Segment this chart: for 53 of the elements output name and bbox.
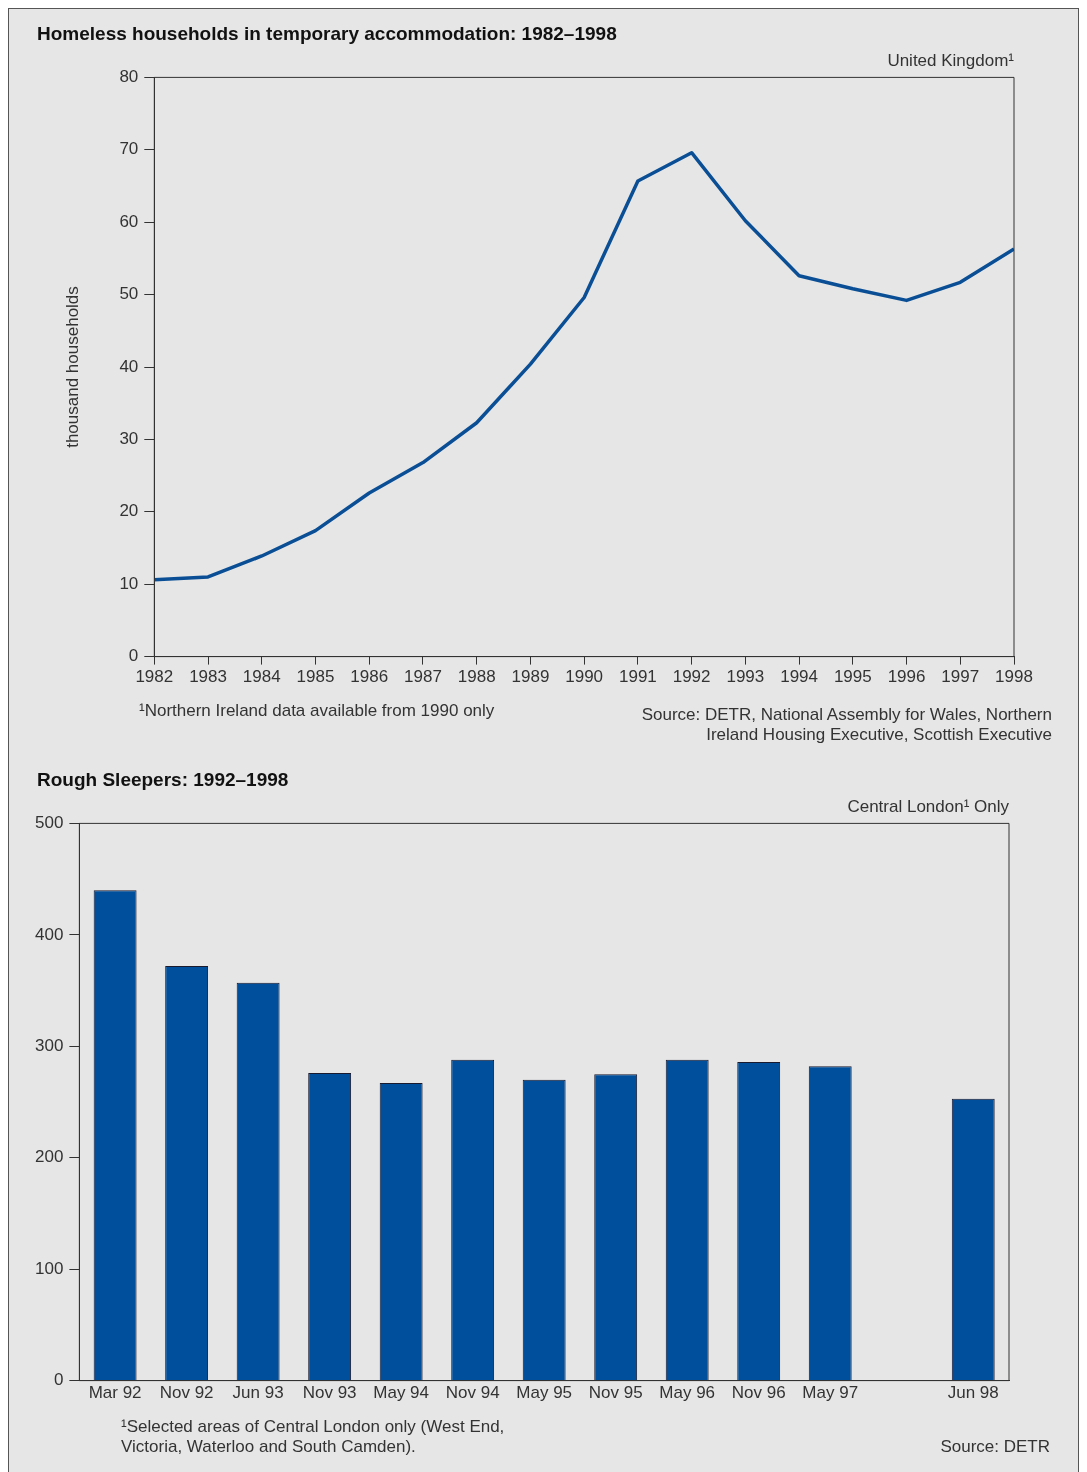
y-tick-label: 40 xyxy=(119,356,139,376)
chart-title: Homeless households in temporary accommodation: 1982–1998 xyxy=(36,22,618,46)
x-tick-label: Nov 95 xyxy=(588,1383,643,1403)
source-note: Source: DETR xyxy=(940,1437,1050,1457)
x-tick-label: 1992 xyxy=(672,667,711,687)
x-tick-label: 1991 xyxy=(618,667,657,687)
x-tick-label: Jun 93 xyxy=(232,1383,284,1403)
x-tick-label: 1996 xyxy=(887,667,926,687)
x-tick-label: 1995 xyxy=(833,667,872,687)
y-tick-label: 200 xyxy=(34,1147,64,1167)
x-tick-label: May 96 xyxy=(659,1383,716,1403)
x-tick-label: Jun 98 xyxy=(947,1383,999,1403)
y-tick-label: 400 xyxy=(34,924,64,944)
text: ¹Northern Ireland data available from 1990 only xyxy=(139,701,495,721)
x-tick-label: May 97 xyxy=(802,1383,859,1403)
x-tick-label: 1982 xyxy=(135,667,174,687)
chart-subtitle: Central London¹ Only xyxy=(847,796,1010,816)
x-tick-label: 1986 xyxy=(350,667,389,687)
y-axis-title: thousand households xyxy=(62,286,82,448)
x-tick-label: May 95 xyxy=(516,1383,573,1403)
x-tick-label: 1998 xyxy=(995,667,1033,687)
y-tick-label: 20 xyxy=(119,501,139,521)
x-tick-label: Nov 92 xyxy=(159,1383,214,1403)
chart-subtitle: United Kingdom¹ xyxy=(887,50,1015,70)
y-tick-label: 100 xyxy=(34,1258,64,1278)
x-tick-label: 1989 xyxy=(511,667,550,687)
text: ¹Selected areas of Central London only (West End, Victoria, Waterloo and South Camden). xyxy=(121,1417,506,1457)
x-tick-label: 1994 xyxy=(780,667,818,687)
x-tick-label: Nov 93 xyxy=(302,1383,357,1403)
y-tick-label: 500 xyxy=(34,813,64,833)
y-tick-label: 300 xyxy=(34,1035,64,1055)
x-tick-label: 1997 xyxy=(941,667,980,687)
x-tick-label: 1993 xyxy=(726,667,765,687)
y-tick-label: 30 xyxy=(119,429,139,449)
y-tick-label: 70 xyxy=(119,139,139,159)
x-tick-label: Nov 94 xyxy=(445,1383,500,1403)
x-tick-label: Nov 96 xyxy=(731,1383,786,1403)
chart-title: Rough Sleepers: 1992–1998 xyxy=(36,768,290,792)
x-tick-label: 1990 xyxy=(565,667,604,687)
y-tick-label: 50 xyxy=(119,284,139,304)
x-tick-label: 1983 xyxy=(189,667,227,687)
x-tick-label: 1984 xyxy=(242,667,281,687)
y-tick-label: 0 xyxy=(53,1370,64,1390)
x-tick-label: May 94 xyxy=(373,1383,430,1403)
x-tick-label: 1985 xyxy=(296,667,335,687)
source-note: Source: DETR, National Assembly for Wales, Northern Ireland Housing Executive, Scottish Executive xyxy=(640,705,1052,745)
x-tick-label: 1987 xyxy=(404,667,442,687)
x-tick-label: 1988 xyxy=(457,667,496,687)
y-tick-label: 0 xyxy=(128,646,139,666)
y-tick-label: 60 xyxy=(119,211,139,231)
y-tick-label: 80 xyxy=(119,67,139,87)
x-tick-label: Mar 92 xyxy=(88,1383,142,1403)
y-tick-label: 10 xyxy=(119,573,139,593)
